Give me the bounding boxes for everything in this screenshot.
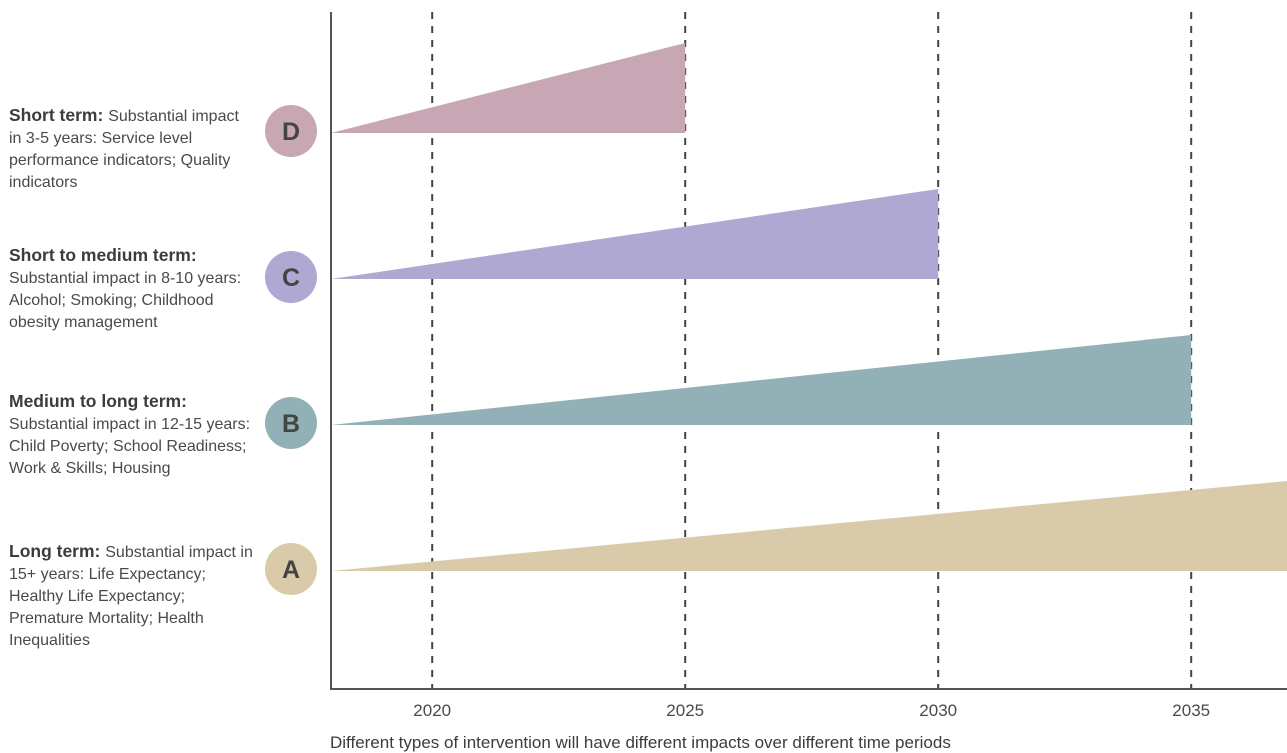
x-tick-label-2025: 2025 [666, 701, 704, 720]
badge-c [265, 251, 317, 303]
badge-letter-b: B [282, 410, 300, 438]
badge-a [265, 543, 317, 595]
row-description-b: Substantial impact in 12-15 years: Child… [9, 416, 251, 477]
row-label-b: Medium to long term: Substantial impact … [9, 390, 254, 480]
impact-area-b [331, 335, 1192, 425]
x-tick-labels: 2020 2025 2030 2035 [413, 701, 1210, 720]
row-heading-b: Medium to long term: [9, 391, 187, 411]
x-tick-label-2020: 2020 [413, 701, 451, 720]
impact-area-d [331, 43, 686, 133]
row-label-a: Long term: Substantial impact in 15+ yea… [9, 540, 254, 652]
row-badges: D C B A [265, 105, 317, 595]
badge-b [265, 397, 317, 449]
row-label-d: Short term: Substantial impact in 3-5 ye… [9, 104, 254, 194]
row-description-a: Substantial impact in 15+ years: Life Ex… [9, 544, 253, 649]
row-label-c: Short to medium term: Substantial impact… [9, 244, 254, 334]
badge-letter-d: D [282, 118, 300, 146]
badge-letter-c: C [282, 264, 300, 292]
row-heading-a: Long term: [9, 541, 106, 561]
row-description-c: Substantial impact in 8-10 years: Alcoho… [9, 270, 242, 331]
x-tick-label-2035: 2035 [1172, 701, 1210, 720]
badge-letter-a: A [282, 556, 300, 584]
row-heading-c: Short to medium term: [9, 245, 197, 265]
impact-areas [331, 43, 1287, 571]
row-heading-d: Short term: [9, 105, 109, 125]
badge-d [265, 105, 317, 157]
row-description-d: Substantial impact in 3-5 years: Service… [9, 108, 239, 191]
chart-caption: Different types of intervention will hav… [330, 733, 951, 752]
x-tick-label-2030: 2030 [919, 701, 957, 720]
impact-area-a [331, 481, 1287, 571]
impact-area-c [331, 189, 939, 279]
